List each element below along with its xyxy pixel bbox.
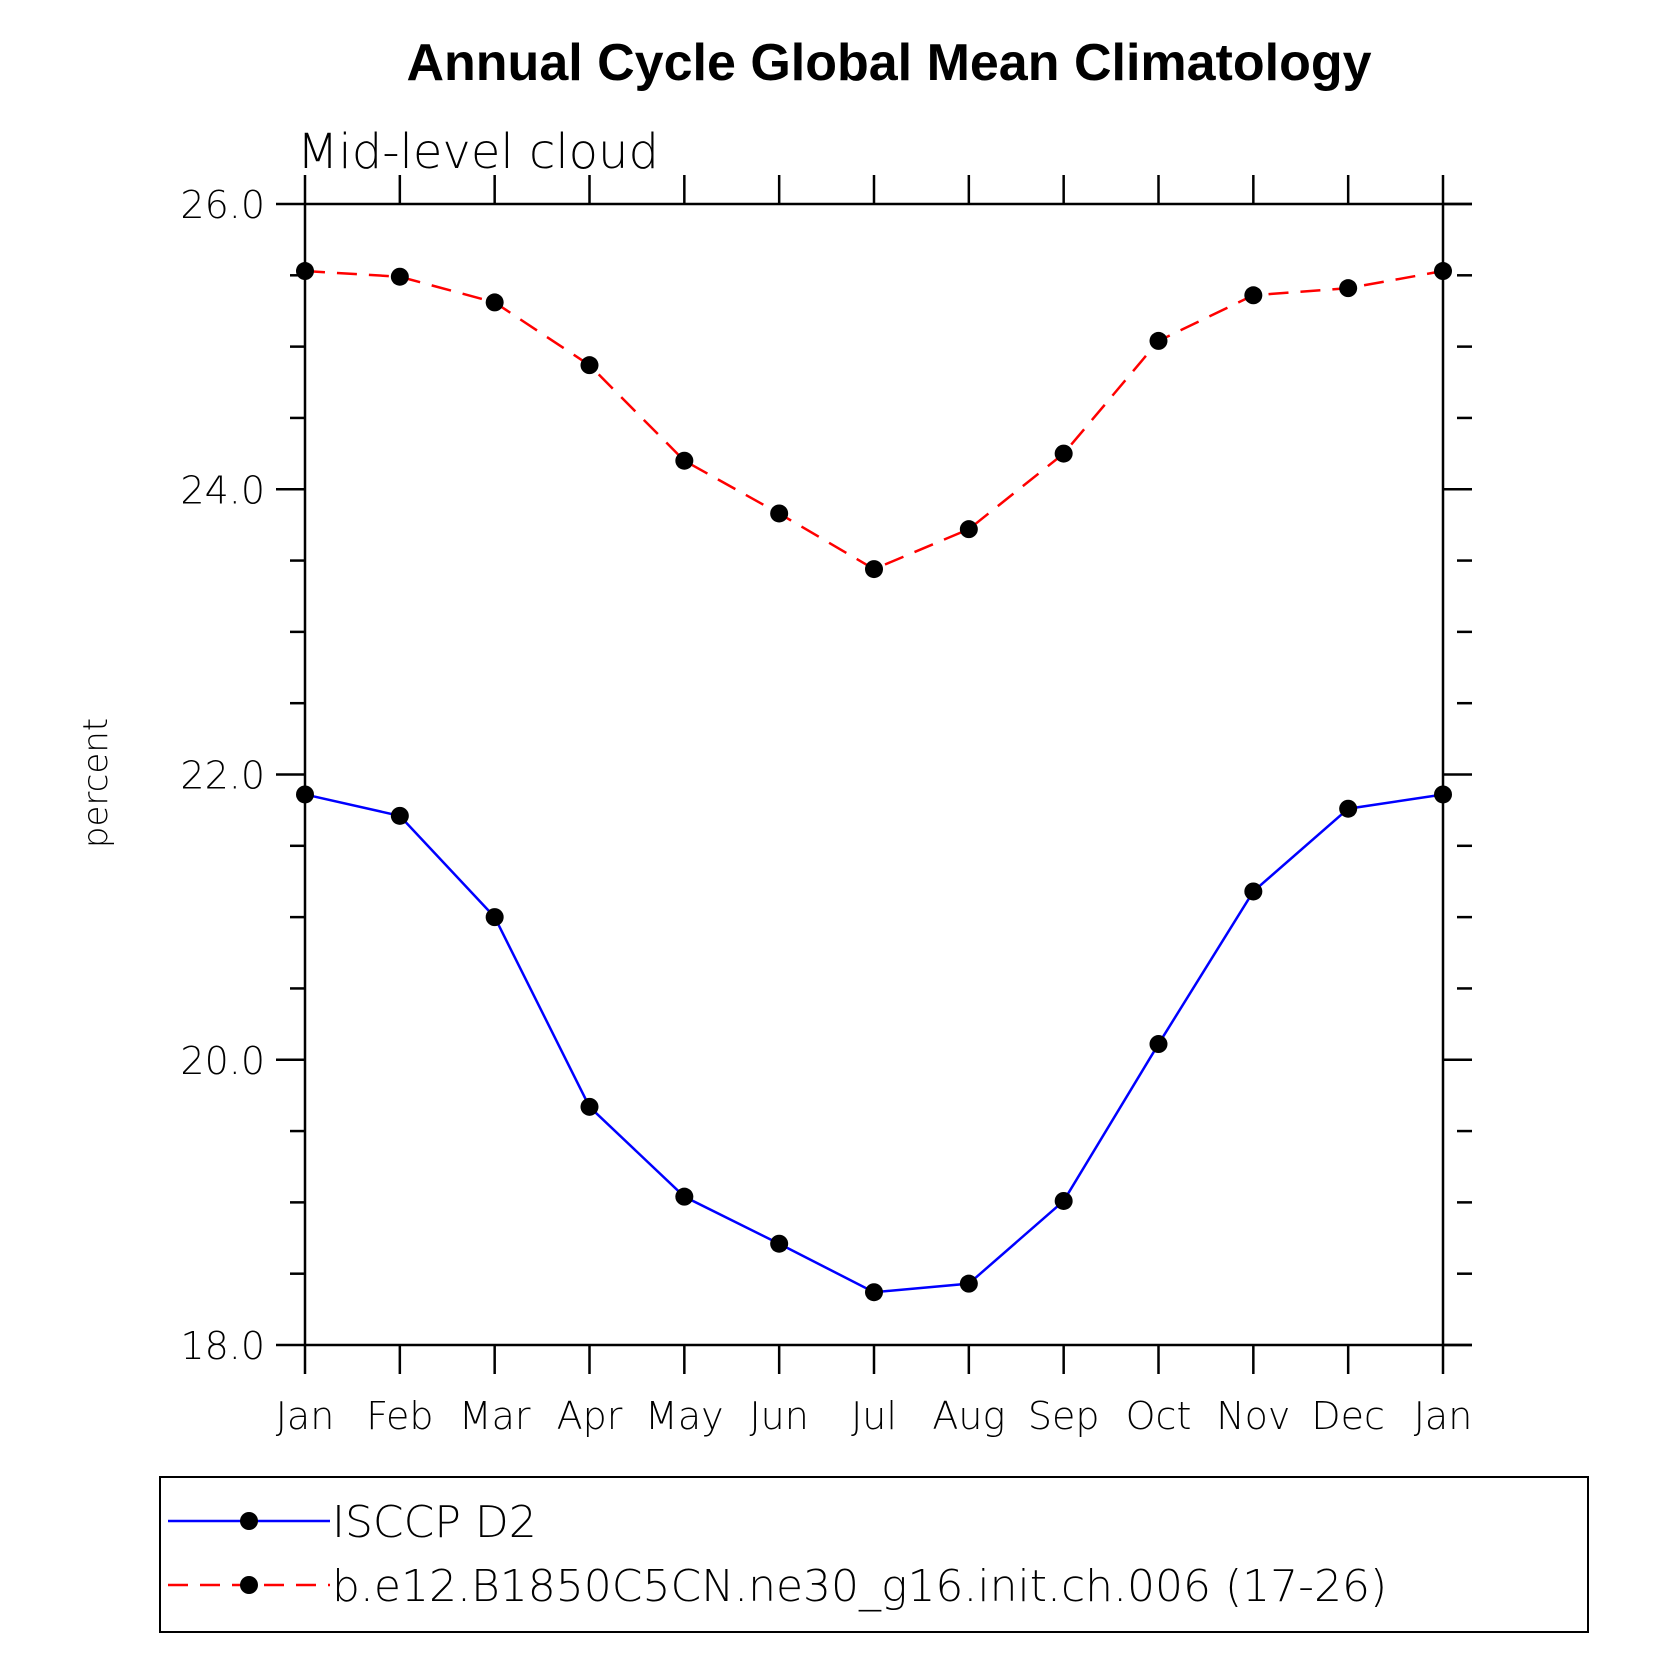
series-0-point bbox=[580, 1097, 599, 1116]
x-tick-label: Apr bbox=[557, 1394, 623, 1438]
y-tick-label: 20.0 bbox=[180, 1039, 265, 1083]
x-tick-label: Sep bbox=[1028, 1394, 1100, 1438]
x-tick-label: Feb bbox=[366, 1394, 433, 1438]
series-line-0 bbox=[304, 793, 1444, 1294]
series-1-point bbox=[675, 451, 694, 470]
series-1-point bbox=[1149, 331, 1168, 350]
series-0-point bbox=[959, 1274, 978, 1293]
chart-subtitle: Mid-level cloud bbox=[297, 124, 659, 180]
x-tick-label: Dec bbox=[1311, 1394, 1385, 1438]
x-tick-label: Jan bbox=[276, 1394, 335, 1438]
series-0-point bbox=[1149, 1035, 1168, 1054]
legend-label-1: b.e12.B1850C5CN.ne30_g16.init.ch.006 (17… bbox=[332, 1561, 1387, 1612]
series-layer bbox=[296, 262, 1452, 1302]
series-1-point bbox=[390, 267, 409, 286]
series-0-point bbox=[1244, 882, 1263, 901]
series-1-point bbox=[865, 560, 883, 579]
series-0-point bbox=[675, 1187, 694, 1206]
series-0-point bbox=[1054, 1191, 1073, 1210]
axes: 18.0 20.0 22.0 24.0 26.0 Jan Feb Mar Apr May Jun Ju… bbox=[180, 175, 1472, 1438]
chart-title: Annual Cycle Global Mean Climatology bbox=[406, 34, 1371, 92]
x-tick-label: Jul bbox=[851, 1394, 897, 1438]
series-0-point bbox=[485, 908, 504, 927]
legend-label-0: ISCCP D2 bbox=[332, 1497, 537, 1548]
x-tick-label: Jan bbox=[1414, 1394, 1473, 1438]
legend: ISCCP D2 b.e12.B1850C5CN.ne30_g16.init.ch… bbox=[168, 1497, 1387, 1612]
y-tick-label: 18.0 bbox=[180, 1324, 265, 1368]
series-1-point bbox=[959, 520, 978, 539]
series-1-point bbox=[1434, 262, 1452, 281]
legend-marker-1 bbox=[240, 1576, 258, 1594]
series-1-point bbox=[296, 262, 314, 281]
y-axis-label: percent bbox=[76, 718, 116, 848]
x-tick-label: Mar bbox=[459, 1394, 531, 1438]
series-0-point bbox=[1339, 799, 1358, 818]
legend-box bbox=[159, 1476, 1589, 1633]
series-0-point bbox=[296, 785, 314, 804]
series-0-point bbox=[770, 1234, 789, 1253]
series-1-point bbox=[1054, 444, 1073, 463]
series-1-point bbox=[1339, 279, 1358, 298]
series-1-point bbox=[580, 356, 599, 375]
y-tick-label: 22.0 bbox=[180, 754, 265, 798]
legend-marker-0 bbox=[240, 1512, 258, 1530]
series-line-1 bbox=[304, 269, 1444, 571]
y-tick-label: 24.0 bbox=[180, 468, 265, 512]
series-1-point bbox=[770, 504, 789, 523]
series-1-point bbox=[485, 293, 504, 312]
x-tick-label: Aug bbox=[932, 1394, 1005, 1438]
x-tick-label: Jun bbox=[749, 1394, 808, 1438]
x-tick-label: May bbox=[645, 1394, 724, 1438]
series-0-point bbox=[865, 1283, 883, 1302]
series-0-point bbox=[390, 806, 409, 825]
series-0-point bbox=[1434, 785, 1452, 804]
x-tick-label: Oct bbox=[1126, 1394, 1192, 1438]
series-1-point bbox=[1244, 286, 1263, 305]
x-tick-label: Nov bbox=[1216, 1394, 1290, 1438]
y-tick-label: 26.0 bbox=[180, 183, 265, 227]
